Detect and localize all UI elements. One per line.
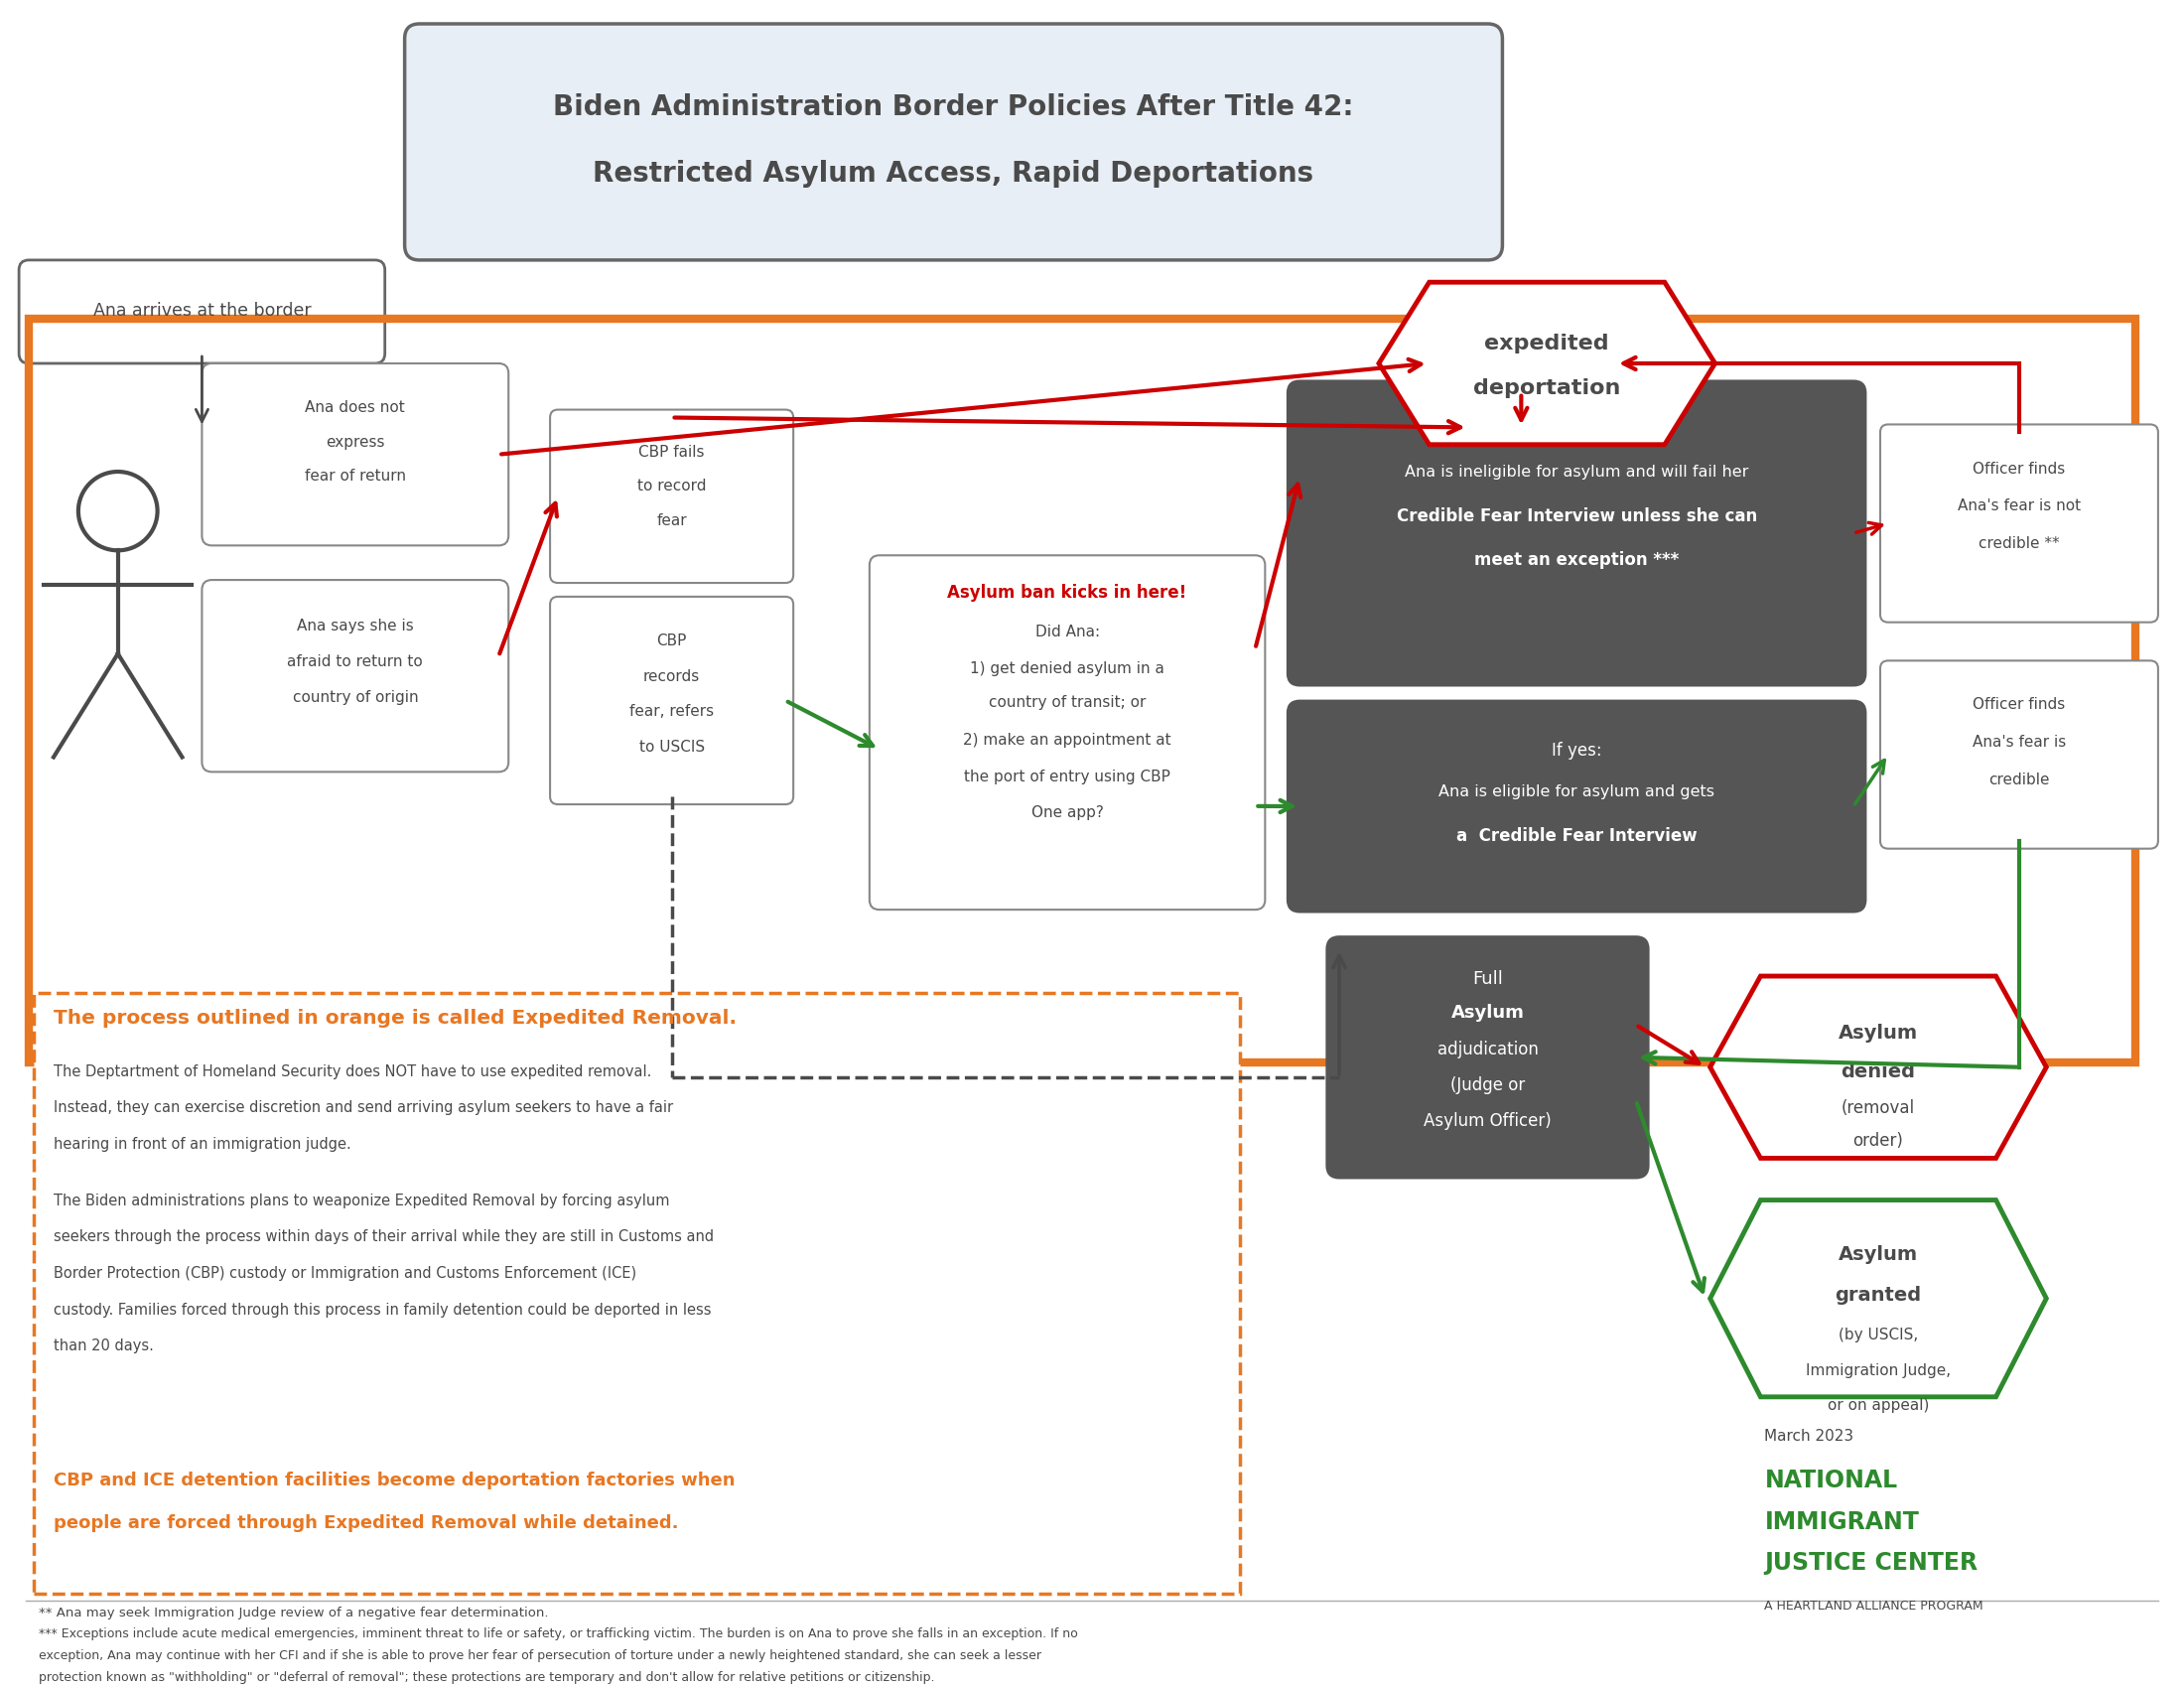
- Text: *** Exceptions include acute medical emergencies, imminent threat to life or saf: *** Exceptions include acute medical eme…: [39, 1627, 1079, 1641]
- Text: denied: denied: [1841, 1063, 1915, 1082]
- Text: (by USCIS,: (by USCIS,: [1839, 1327, 1918, 1342]
- Text: Ana does not: Ana does not: [306, 400, 406, 415]
- Text: Restricted Asylum Access, Rapid Deportations: Restricted Asylum Access, Rapid Deportat…: [594, 160, 1315, 187]
- Text: credible **: credible **: [1979, 537, 2060, 550]
- FancyBboxPatch shape: [1880, 424, 2158, 623]
- Polygon shape: [1710, 1200, 2046, 1398]
- Text: people are forced through Expedited Removal while detained.: people are forced through Expedited Remo…: [55, 1514, 679, 1531]
- Text: Ana is ineligible for asylum and will fail her: Ana is ineligible for asylum and will fa…: [1404, 464, 1749, 479]
- Text: exception, Ana may continue with her CFI and if she is able to prove her fear of: exception, Ana may continue with her CFI…: [39, 1649, 1042, 1663]
- Text: The process outlined in orange is called Expedited Removal.: The process outlined in orange is called…: [55, 1008, 736, 1028]
- Text: custody. Families forced through this process in family detention could be depor: custody. Families forced through this pr…: [55, 1303, 712, 1317]
- Text: Asylum: Asylum: [1839, 1244, 1918, 1264]
- Text: granted: granted: [1835, 1286, 1922, 1305]
- FancyBboxPatch shape: [20, 260, 384, 363]
- Text: a  Credible Fear Interview: a Credible Fear Interview: [1457, 827, 1697, 844]
- FancyBboxPatch shape: [1289, 701, 1865, 912]
- FancyBboxPatch shape: [201, 581, 509, 771]
- Text: Full: Full: [1472, 969, 1503, 987]
- Text: expedited: expedited: [1485, 334, 1610, 354]
- Text: records: records: [644, 668, 701, 684]
- Text: or on appeal): or on appeal): [1828, 1398, 1928, 1413]
- Text: A HEARTLAND ALLIANCE PROGRAM: A HEARTLAND ALLIANCE PROGRAM: [1765, 1600, 1983, 1614]
- Text: hearing in front of an immigration judge.: hearing in front of an immigration judge…: [55, 1138, 352, 1151]
- Text: to record: to record: [638, 479, 705, 495]
- FancyBboxPatch shape: [1289, 381, 1865, 685]
- Text: Asylum: Asylum: [1839, 1023, 1918, 1041]
- Text: Officer finds: Officer finds: [1972, 697, 2066, 712]
- Text: than 20 days.: than 20 days.: [55, 1339, 153, 1354]
- Text: If yes:: If yes:: [1551, 741, 1601, 760]
- Text: Biden Administration Border Policies After Title 42:: Biden Administration Border Policies Aft…: [553, 93, 1354, 122]
- Text: fear of return: fear of return: [304, 469, 406, 484]
- Text: Asylum Officer): Asylum Officer): [1424, 1112, 1551, 1131]
- FancyBboxPatch shape: [404, 24, 1503, 260]
- Text: country of transit; or: country of transit; or: [989, 695, 1147, 711]
- Text: Ana arrives at the border: Ana arrives at the border: [94, 302, 310, 321]
- Text: March 2023: March 2023: [1765, 1428, 1854, 1443]
- Text: afraid to return to: afraid to return to: [288, 655, 424, 668]
- Polygon shape: [1710, 976, 2046, 1158]
- Polygon shape: [1378, 282, 1714, 444]
- Text: The Deptartment of Homeland Security does NOT have to use expedited removal.: The Deptartment of Homeland Security doe…: [55, 1063, 651, 1079]
- FancyBboxPatch shape: [33, 993, 1241, 1593]
- Text: Did Ana:: Did Ana:: [1035, 625, 1099, 640]
- Text: 2) make an appointment at: 2) make an appointment at: [963, 733, 1171, 748]
- Text: IMMIGRANT: IMMIGRANT: [1765, 1511, 1920, 1534]
- Text: adjudication: adjudication: [1437, 1040, 1538, 1058]
- Text: deportation: deportation: [1474, 378, 1621, 398]
- Text: fear, refers: fear, refers: [629, 704, 714, 719]
- Text: 1) get denied asylum in a: 1) get denied asylum in a: [970, 662, 1164, 675]
- Text: NATIONAL: NATIONAL: [1765, 1469, 1898, 1492]
- Text: ** Ana may seek Immigration Judge review of a negative fear determination.: ** Ana may seek Immigration Judge review…: [39, 1607, 548, 1620]
- Text: the port of entry using CBP: the port of entry using CBP: [963, 770, 1171, 785]
- Text: Asylum ban kicks in here!: Asylum ban kicks in here!: [948, 584, 1188, 601]
- Text: seekers through the process within days of their arrival while they are still in: seekers through the process within days …: [55, 1229, 714, 1244]
- Text: The Biden administrations plans to weaponize Expedited Removal by forcing asylum: The Biden administrations plans to weapo…: [55, 1193, 670, 1209]
- Text: If no:: If no:: [1555, 424, 1599, 441]
- Text: Immigration Judge,: Immigration Judge,: [1806, 1362, 1950, 1377]
- FancyBboxPatch shape: [1880, 660, 2158, 849]
- Text: (Judge or: (Judge or: [1450, 1075, 1524, 1094]
- FancyBboxPatch shape: [869, 555, 1265, 910]
- Text: Ana says she is: Ana says she is: [297, 619, 413, 633]
- Text: JUSTICE CENTER: JUSTICE CENTER: [1765, 1551, 1979, 1575]
- Text: CBP and ICE detention facilities become deportation factories when: CBP and ICE detention facilities become …: [55, 1472, 736, 1489]
- Text: Border Protection (CBP) custody or Immigration and Customs Enforcement (ICE): Border Protection (CBP) custody or Immig…: [55, 1266, 636, 1281]
- Text: to USCIS: to USCIS: [640, 739, 705, 755]
- FancyBboxPatch shape: [550, 596, 793, 805]
- Text: protection known as "withholding" or "deferral of removal"; these protections ar: protection known as "withholding" or "de…: [39, 1671, 935, 1685]
- Text: Ana is eligible for asylum and gets: Ana is eligible for asylum and gets: [1439, 785, 1714, 798]
- Text: Asylum: Asylum: [1450, 1004, 1524, 1021]
- Text: CBP fails: CBP fails: [638, 444, 705, 459]
- Text: meet an exception ***: meet an exception ***: [1474, 552, 1679, 569]
- Text: fear: fear: [657, 513, 688, 528]
- FancyBboxPatch shape: [1328, 937, 1647, 1178]
- Text: Instead, they can exercise discretion and send arriving asylum seekers to have a: Instead, they can exercise discretion an…: [55, 1101, 673, 1116]
- Text: CBP: CBP: [657, 633, 686, 648]
- FancyBboxPatch shape: [550, 410, 793, 582]
- FancyBboxPatch shape: [201, 363, 509, 545]
- Text: Ana's fear is not: Ana's fear is not: [1957, 498, 2081, 513]
- Text: country of origin: country of origin: [293, 690, 417, 704]
- Text: (removal: (removal: [1841, 1099, 1915, 1117]
- Text: Ana's fear is: Ana's fear is: [1972, 734, 2066, 749]
- Text: Officer finds: Officer finds: [1972, 461, 2066, 476]
- Text: credible: credible: [1990, 773, 2049, 787]
- Text: order): order): [1852, 1133, 1904, 1150]
- Text: express: express: [325, 436, 384, 449]
- Text: Credible Fear Interview unless she can: Credible Fear Interview unless she can: [1396, 506, 1756, 525]
- Text: One app?: One app?: [1031, 805, 1103, 820]
